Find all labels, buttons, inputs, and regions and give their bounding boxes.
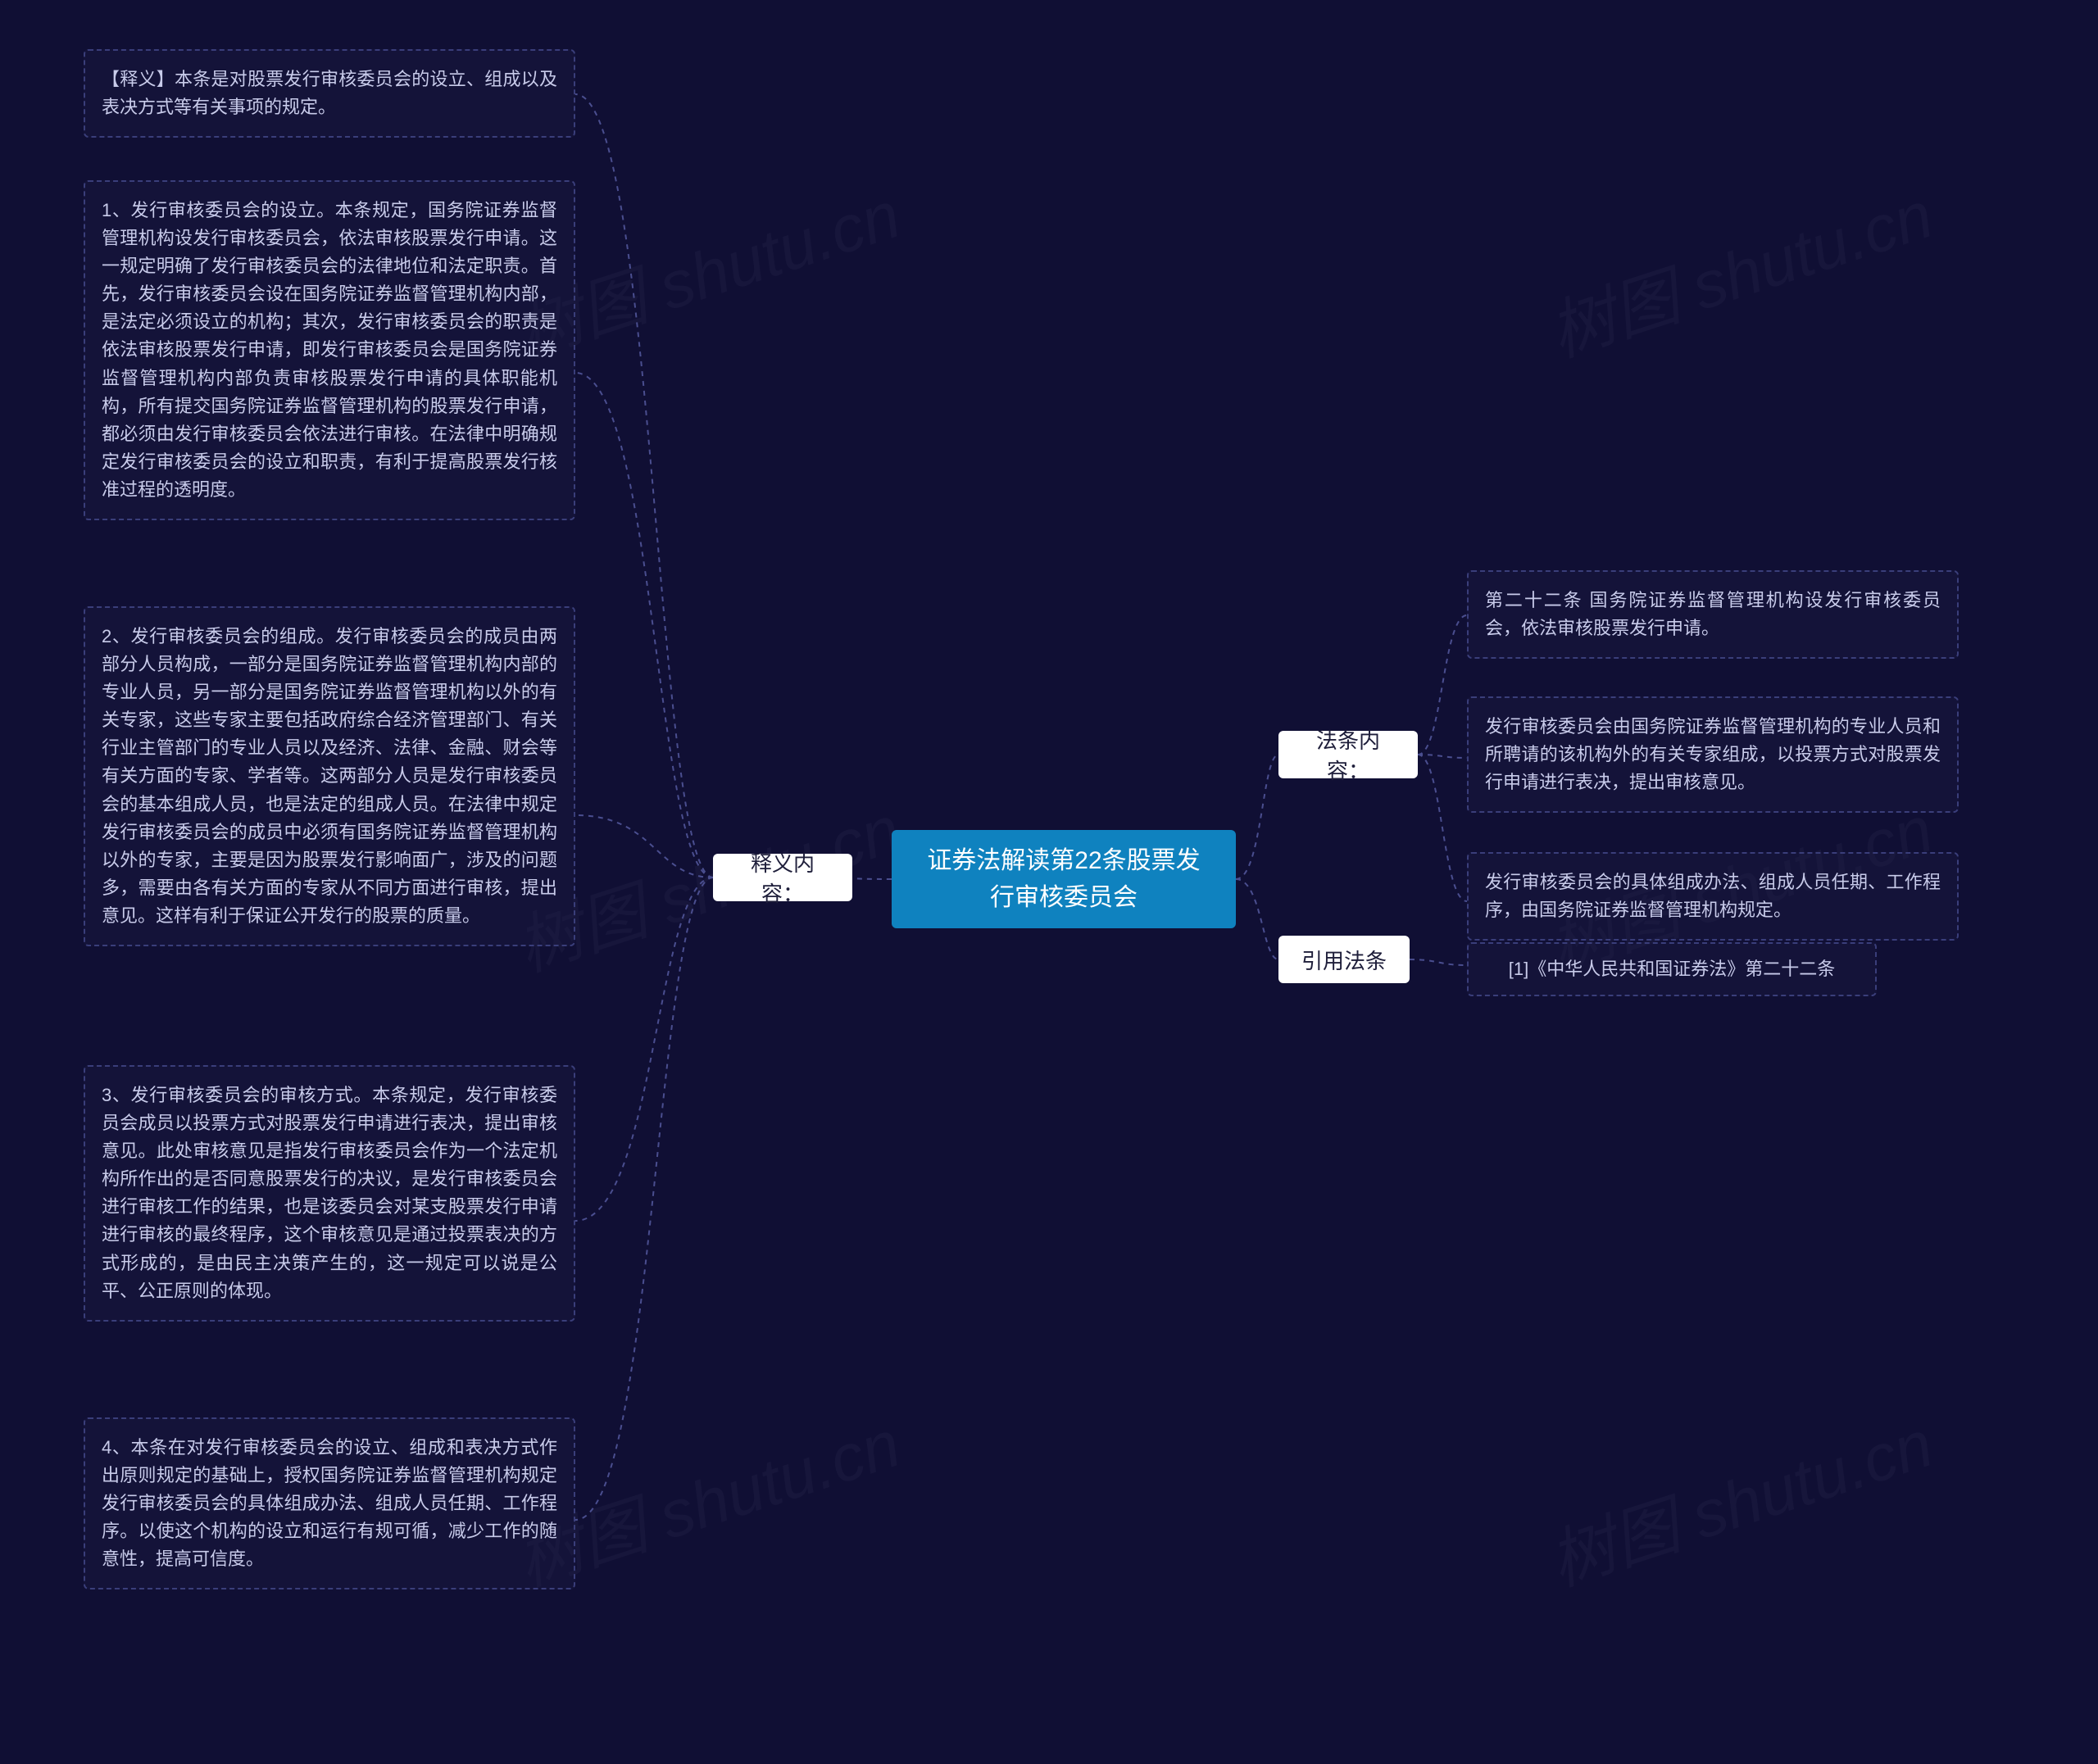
leaf-text: 发行审核委员会的具体组成办法、组成人员任期、工作程序，由国务院证券监督管理机构规…: [1485, 868, 1941, 924]
leaf-text: 3、发行审核委员会的审核方式。本条规定，发行审核委员会成员以投票方式对股票发行申…: [102, 1082, 557, 1305]
leaf-text: 第二十二条 国务院证券监督管理机构设发行审核委员会，依法审核股票发行申请。: [1485, 587, 1941, 642]
leaf-text: 发行审核委员会由国务院证券监督管理机构的专业人员和所聘请的该机构外的有关专家组成…: [1485, 713, 1941, 796]
mindmap-root[interactable]: 证券法解读第22条股票发行审核委员会: [892, 830, 1236, 928]
branch-label: 释义内容：: [731, 847, 834, 908]
watermark: 树图 shutu.cn: [1536, 162, 1943, 375]
leaf-text: 2、发行审核委员会的组成。发行审核委员会的成员由两部分人员构成，一部分是国务院证…: [102, 623, 557, 930]
leaf-shiyi-1[interactable]: 1、发行审核委员会的设立。本条规定，国务院证券监督管理机构设发行审核委员会，依法…: [84, 180, 575, 520]
leaf-fatiao-3[interactable]: 发行审核委员会的具体组成办法、组成人员任期、工作程序，由国务院证券监督管理机构规…: [1467, 852, 1959, 941]
watermark: 树图 shutu.cn: [1536, 1391, 1943, 1604]
leaf-fatiao-2[interactable]: 发行审核委员会由国务院证券监督管理机构的专业人员和所聘请的该机构外的有关专家组成…: [1467, 696, 1959, 813]
branch-fatiao[interactable]: 法条内容：: [1278, 731, 1418, 778]
branch-label: 法条内容：: [1296, 724, 1400, 785]
leaf-yinyong-1[interactable]: [1]《中华人民共和国证券法》第二十二条: [1467, 942, 1877, 996]
branch-label: 引用法条: [1301, 945, 1387, 975]
leaf-text: 4、本条在对发行审核委员会的设立、组成和表决方式作出原则规定的基础上，授权国务院…: [102, 1434, 557, 1573]
leaf-shiyi-3[interactable]: 3、发行审核委员会的审核方式。本条规定，发行审核委员会成员以投票方式对股票发行申…: [84, 1065, 575, 1322]
leaf-text: 【释义】本条是对股票发行审核委员会的设立、组成以及表决方式等有关事项的规定。: [102, 66, 557, 121]
leaf-fatiao-1[interactable]: 第二十二条 国务院证券监督管理机构设发行审核委员会，依法审核股票发行申请。: [1467, 570, 1959, 659]
leaf-text: [1]《中华人民共和国证券法》第二十二条: [1509, 955, 1835, 983]
root-text: 证券法解读第22条股票发行审核委员会: [927, 842, 1200, 916]
leaf-shiyi-intro[interactable]: 【释义】本条是对股票发行审核委员会的设立、组成以及表决方式等有关事项的规定。: [84, 49, 575, 138]
branch-yinyong[interactable]: 引用法条: [1278, 936, 1410, 983]
leaf-shiyi-2[interactable]: 2、发行审核委员会的组成。发行审核委员会的成员由两部分人员构成，一部分是国务院证…: [84, 606, 575, 946]
leaf-shiyi-4[interactable]: 4、本条在对发行审核委员会的设立、组成和表决方式作出原则规定的基础上，授权国务院…: [84, 1417, 575, 1589]
branch-shiyi[interactable]: 释义内容：: [713, 854, 852, 901]
leaf-text: 1、发行审核委员会的设立。本条规定，国务院证券监督管理机构设发行审核委员会，依法…: [102, 197, 557, 504]
